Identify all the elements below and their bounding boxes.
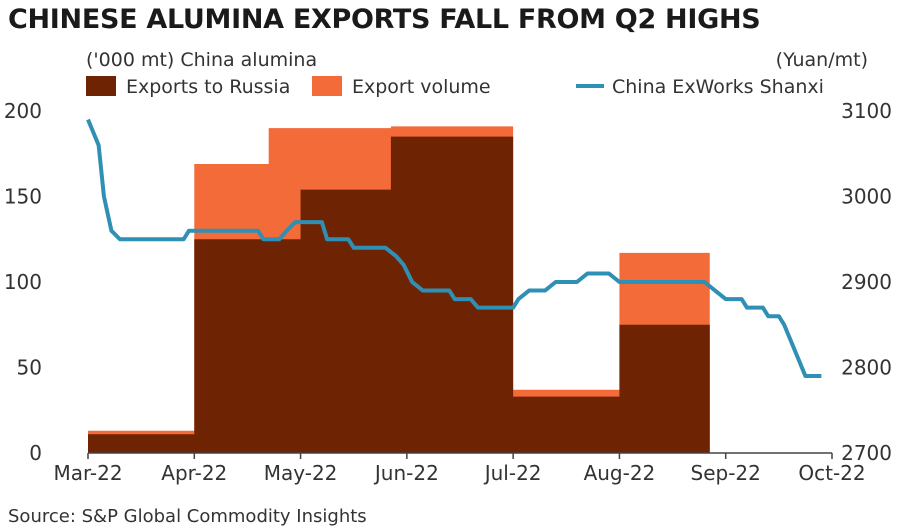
left-axis-label: ('000 mt) China alumina xyxy=(86,49,317,71)
y-left-tick-label: 100 xyxy=(4,270,42,294)
y-left-tick-label: 150 xyxy=(4,185,42,209)
x-tick-label: Jun-22 xyxy=(373,461,439,485)
x-tick-label: Mar-22 xyxy=(53,461,122,485)
x-tick-label: Oct-22 xyxy=(798,461,865,485)
y-left-tick-label: 0 xyxy=(29,441,42,465)
legend-swatch-export xyxy=(312,76,342,96)
legend-label-price: China ExWorks Shanxi xyxy=(612,76,824,98)
legend-label-export: Export volume xyxy=(352,76,491,98)
y-right-tick-label: 3100 xyxy=(841,99,892,123)
y-right-tick-label: 3000 xyxy=(841,185,892,209)
y-left-tick-label: 200 xyxy=(4,99,42,123)
x-tick-label: Sep-22 xyxy=(691,461,761,485)
right-axis-label: (Yuan/mt) xyxy=(776,49,868,71)
legend-label-russia: Exports to Russia xyxy=(126,76,290,98)
chart-title: CHINESE ALUMINA EXPORTS FALL FROM Q2 HIG… xyxy=(8,4,761,35)
y-right-tick-label: 2900 xyxy=(841,270,892,294)
legend-swatch-russia xyxy=(86,76,116,96)
x-tick-label: Jul-22 xyxy=(483,461,542,485)
series-area-exports-to-russia xyxy=(88,136,710,453)
x-tick-label: Aug-22 xyxy=(584,461,656,485)
series-line-china-exworks-shanxi xyxy=(86,118,822,379)
y-right-tick-label: 2700 xyxy=(841,441,892,465)
x-tick-label: Apr-22 xyxy=(161,461,227,485)
x-tick-label: May-22 xyxy=(264,461,338,485)
y-right-tick-label: 2800 xyxy=(841,356,892,380)
y-left-tick-label: 50 xyxy=(17,356,42,380)
source-note: Source: S&P Global Commodity Insights xyxy=(8,506,367,527)
